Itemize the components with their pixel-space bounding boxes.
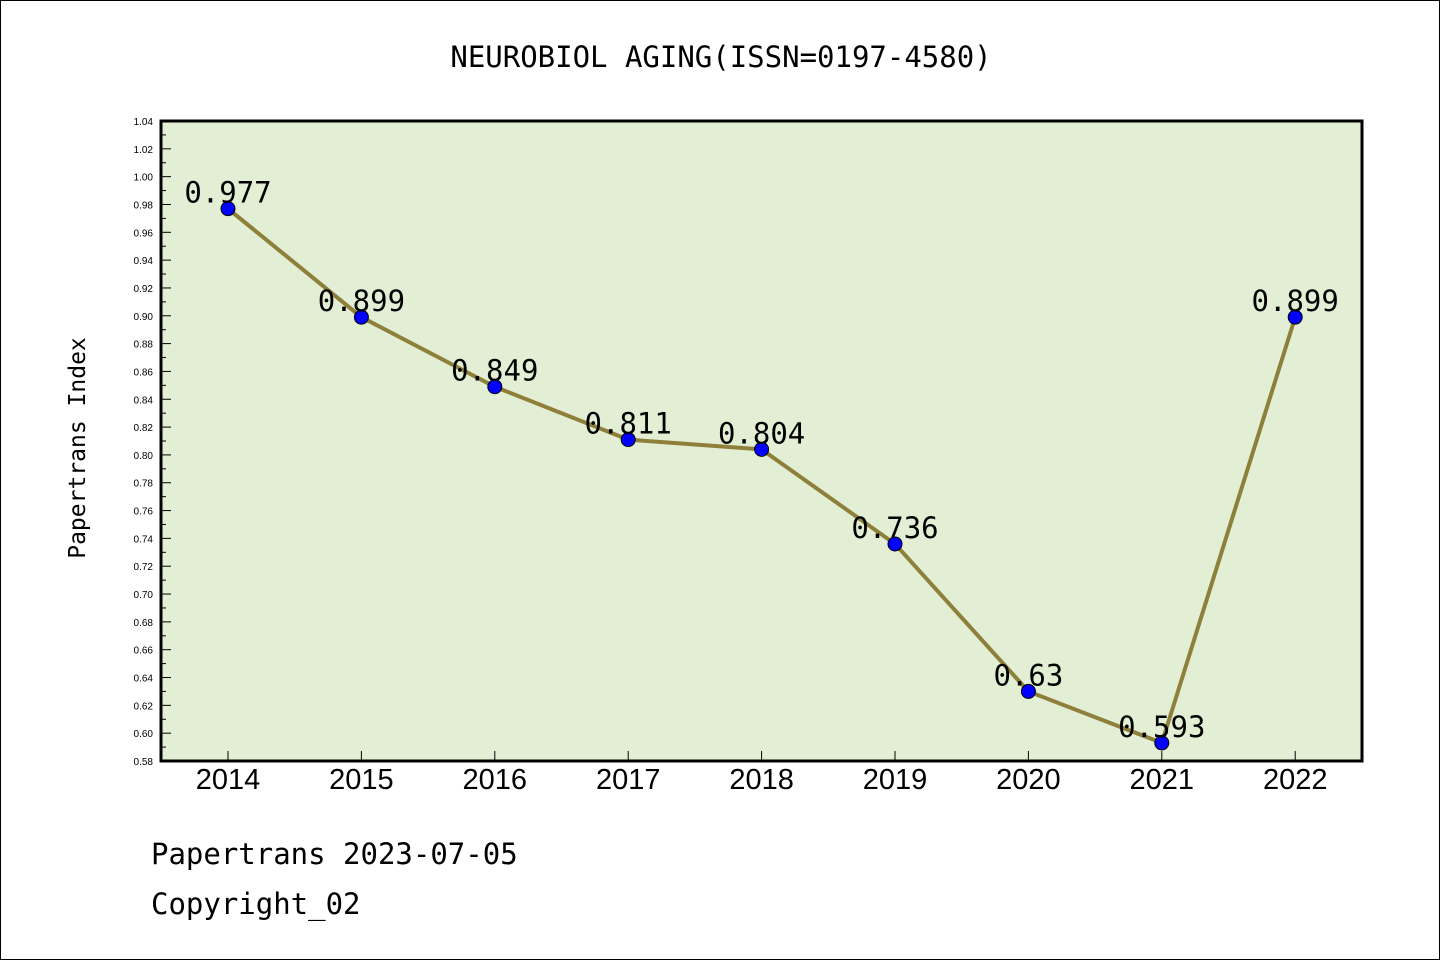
y-tick-label: 0.74 — [134, 534, 154, 545]
data-label: 0.899 — [1252, 284, 1339, 318]
data-label: 0.736 — [851, 511, 938, 545]
y-tick-label: 0.78 — [134, 479, 154, 490]
chart-title: NEUROBIOL AGING(ISSN=0197-4580) — [450, 40, 991, 74]
y-tick-label: 0.92 — [134, 284, 154, 295]
y-tick-label: 0.70 — [134, 590, 154, 601]
data-point — [887, 536, 903, 552]
x-tick-label: 2020 — [996, 764, 1061, 796]
data-label: 0.977 — [184, 176, 271, 210]
data-point — [487, 379, 503, 395]
data-points — [220, 201, 1303, 751]
plot-border — [159, 119, 1364, 763]
y-tick-label: 1.02 — [134, 145, 154, 156]
data-point — [1287, 309, 1303, 325]
y-tick-label: 0.90 — [134, 312, 154, 323]
data-label: 0.63 — [993, 658, 1063, 692]
y-tick-label: 1.00 — [134, 173, 154, 184]
y-tick-label: 0.98 — [134, 200, 154, 211]
data-point — [754, 441, 770, 457]
data-label: 0.804 — [718, 416, 805, 450]
y-tick-label: 0.58 — [134, 757, 154, 768]
y-tick-label: 0.76 — [134, 507, 154, 518]
data-label: 0.593 — [1118, 710, 1205, 744]
y-tick-label: 0.64 — [134, 674, 154, 685]
y-tick-label: 0.66 — [134, 646, 154, 657]
x-tick-label: 2017 — [596, 764, 661, 796]
x-tick-label: 2018 — [729, 764, 794, 796]
data-point — [620, 432, 636, 448]
data-point — [353, 309, 369, 325]
data-label: 0.849 — [451, 354, 538, 388]
data-point — [220, 201, 236, 217]
plot-area — [161, 121, 1362, 761]
y-axis-label: Papertrans Index — [65, 337, 91, 559]
x-tick-label: 2019 — [863, 764, 928, 796]
y-tick-label: 0.88 — [134, 340, 154, 351]
data-labels: 0.977 0.899 0.849 0.811 0.804 0.736 0.63 0.593 0… — [184, 176, 1339, 744]
x-tick-label: 2016 — [463, 764, 528, 796]
x-tick-label: 2015 — [329, 764, 394, 796]
x-tick-label: 2022 — [1263, 764, 1328, 796]
y-tick-label: 0.84 — [134, 395, 154, 406]
y-tick-label: 0.72 — [134, 562, 154, 573]
x-tick-label: 2014 — [196, 764, 261, 796]
y-tick-label: 0.82 — [134, 423, 154, 434]
x-tick-label: 2021 — [1130, 764, 1195, 796]
x-axis: 2014 2015 2016 2017 2018 2019 2020 2021 2022 — [196, 751, 1328, 796]
y-axis: 0.58 0.60 0.62 0.64 0.66 0.68 0.70 0.72 0.74 0.76… — [134, 117, 171, 768]
y-tick-label: 0.68 — [134, 618, 154, 629]
y-tick-label: 0.80 — [134, 451, 154, 462]
data-point — [1154, 735, 1170, 751]
data-label: 0.811 — [585, 407, 672, 441]
data-point — [1020, 683, 1036, 699]
footer-date: Papertrans 2023-07-05 — [151, 837, 518, 871]
y-tick-label: 0.60 — [134, 729, 154, 740]
y-tick-label: 0.94 — [134, 256, 154, 267]
y-tick-label: 1.04 — [134, 117, 154, 128]
y-tick-label: 0.86 — [134, 367, 154, 378]
data-label: 0.899 — [318, 284, 405, 318]
y-tick-label: 0.62 — [134, 701, 154, 712]
y-tick-label: 0.96 — [134, 228, 154, 239]
footer-copyright: Copyright_02 — [151, 887, 361, 921]
